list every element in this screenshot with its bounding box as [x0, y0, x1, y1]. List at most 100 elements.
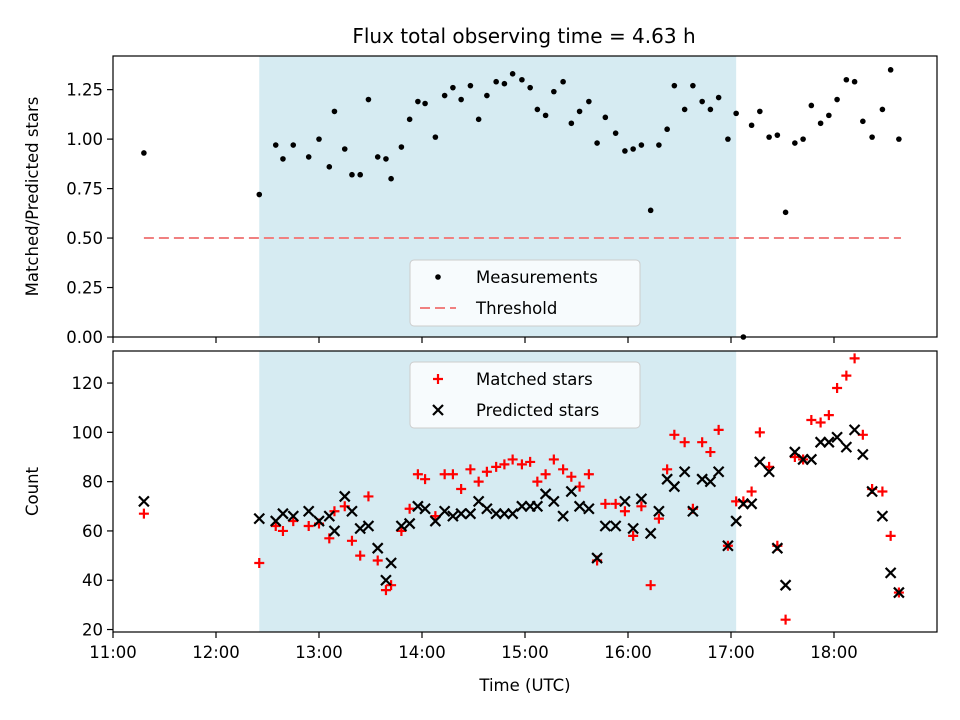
data-point — [565, 485, 578, 498]
data-point — [678, 466, 691, 478]
data-point — [383, 156, 389, 162]
data-point — [610, 498, 621, 509]
data-point — [467, 82, 474, 89]
data-point — [386, 580, 397, 591]
data-point — [395, 520, 408, 532]
data-point — [396, 525, 407, 536]
data-point — [591, 552, 603, 564]
y-tick-label: 80 — [82, 473, 103, 492]
data-point — [681, 106, 688, 113]
bottom-panel: 20 40 60 80 100 120 11:00 12:00 13:00 14:00 15:00 1… — [23, 350, 938, 695]
data-point — [540, 469, 551, 480]
data-point — [473, 476, 484, 487]
data-point — [412, 469, 423, 480]
data-point — [600, 498, 611, 509]
series-measurements — [141, 67, 902, 340]
data-point — [782, 209, 789, 216]
data-point — [303, 521, 314, 532]
data-point — [826, 112, 832, 119]
data-point — [288, 516, 299, 527]
data-point — [774, 132, 781, 138]
data-point — [780, 614, 791, 625]
series-matched-stars — [138, 353, 904, 625]
data-point — [823, 410, 834, 421]
data-point — [653, 513, 664, 524]
y-tick-label: 0.75 — [66, 180, 103, 199]
data-point — [638, 142, 645, 148]
data-point — [403, 517, 416, 530]
data-point — [771, 542, 784, 554]
data-point — [699, 98, 705, 105]
data-point — [253, 512, 266, 525]
data-point — [329, 506, 340, 517]
data-point — [884, 567, 897, 579]
data-point — [636, 501, 647, 512]
data-point — [687, 505, 699, 517]
data-point — [713, 424, 724, 435]
data-point — [456, 484, 467, 495]
data-point — [371, 542, 384, 554]
x-tick-label: 14:00 — [398, 643, 446, 662]
data-point — [475, 116, 482, 123]
x-tick-label: 17:00 — [707, 643, 755, 662]
data-point — [566, 471, 577, 482]
data-point — [754, 427, 765, 438]
data-point — [363, 491, 374, 502]
data-point — [849, 353, 860, 364]
data-point — [705, 447, 716, 458]
data-point — [548, 454, 559, 465]
data-point — [542, 112, 549, 119]
data-point — [548, 495, 560, 508]
data-point — [831, 431, 843, 444]
data-point — [525, 456, 536, 467]
data-point — [558, 464, 569, 475]
data-point — [645, 580, 656, 591]
data-point — [664, 126, 670, 133]
data-point — [746, 486, 757, 497]
data-point — [385, 557, 397, 569]
y-tick-label: 60 — [82, 522, 103, 541]
data-point — [429, 515, 442, 527]
data-point — [612, 130, 619, 136]
data-point — [806, 415, 817, 426]
data-point — [328, 525, 341, 537]
legend-label: Matched stars — [476, 370, 593, 389]
data-point — [653, 505, 665, 517]
top-panel: 0.00 0.25 0.50 0.75 1.00 1.25 Matched/Predicte… — [23, 55, 938, 347]
legend-marker-plus — [433, 374, 443, 384]
y-tick-label: 0.00 — [66, 328, 103, 347]
data-point — [576, 108, 583, 115]
data-point — [627, 522, 639, 535]
data-point — [893, 586, 905, 599]
data-point — [662, 464, 673, 475]
data-point — [841, 370, 852, 381]
data-point — [490, 507, 502, 520]
data-point — [754, 456, 766, 468]
data-point — [415, 98, 421, 105]
legend-marker-dot — [435, 274, 441, 280]
x-tick-label: 13:00 — [295, 643, 343, 662]
data-point — [896, 136, 902, 142]
data-point — [326, 164, 333, 170]
legend: Measurements Threshold — [409, 259, 641, 327]
data-point — [323, 510, 336, 522]
data-point — [808, 102, 815, 109]
data-point — [619, 506, 630, 517]
data-point — [619, 495, 631, 508]
data-point — [797, 453, 809, 466]
data-point — [498, 507, 511, 520]
data-point — [560, 78, 566, 85]
data-point — [499, 459, 510, 470]
data-point — [432, 134, 439, 140]
data-point — [412, 500, 424, 513]
data-point — [398, 144, 405, 150]
data-point — [509, 71, 516, 77]
x-axis-label: Time (UTC) — [478, 676, 570, 695]
data-point — [506, 507, 519, 520]
data-point — [302, 505, 315, 517]
data-point — [254, 557, 265, 568]
data-point — [493, 78, 499, 85]
data-point — [372, 555, 383, 566]
data-point — [885, 530, 896, 541]
data-point — [419, 502, 431, 515]
